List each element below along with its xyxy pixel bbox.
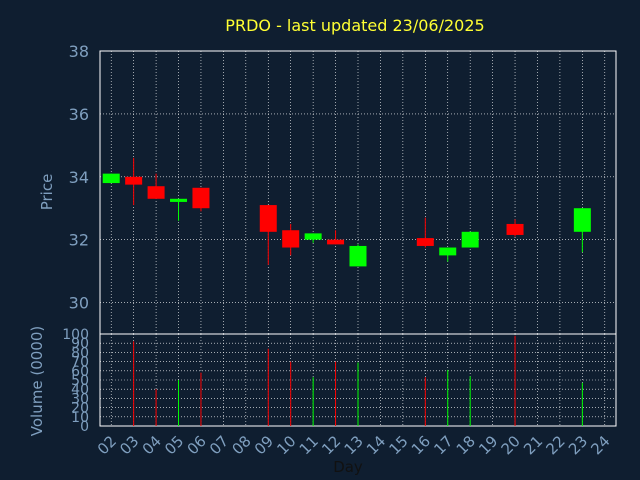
candle-body (125, 176, 143, 185)
volume-tick-label: 30 (71, 391, 89, 407)
candle-body (416, 238, 434, 246)
candle-body (304, 233, 322, 240)
volume-tick-label: 60 (71, 364, 89, 380)
candle-body (506, 223, 524, 235)
volume-tick-label: 80 (71, 345, 89, 361)
volume-tick-label: 10 (71, 410, 89, 426)
candle-body (461, 231, 479, 248)
volume-tick-label: 50 (71, 373, 89, 389)
price-tick-label: 34 (69, 168, 89, 187)
candle-body (349, 245, 367, 267)
price-panel: 30 32 34 36 38 (69, 42, 617, 335)
price-tick-label: 32 (69, 231, 89, 250)
volume-tick-label: 70 (71, 355, 89, 371)
candle-body (573, 208, 591, 232)
price-axis-label: Price (38, 174, 56, 211)
candle-body (192, 187, 210, 209)
price-tick-label: 38 (69, 42, 89, 61)
candle-body (259, 205, 277, 232)
candle-body (102, 173, 120, 184)
candle-body (439, 247, 457, 256)
volume-tick-label: 20 (71, 401, 89, 417)
volume-axis-label: Volume (0000) (28, 326, 46, 436)
price-tick-label: 36 (69, 105, 89, 124)
x-axis: 0203040506070809101112131415161718192021… (94, 432, 614, 458)
candle-body (147, 186, 165, 199)
chart-title: PRDO - last updated 23/06/2025 (225, 16, 484, 35)
candle-body (282, 230, 300, 248)
candle-body (327, 239, 345, 245)
volume-tick-label: 0 (80, 419, 89, 435)
candle-body (170, 198, 188, 202)
volume-tick-label: 90 (71, 336, 89, 352)
x-axis-label: Day (333, 458, 363, 476)
price-tick-label: 30 (69, 294, 89, 313)
volume-tick-label: 40 (71, 382, 89, 398)
volume-tick-label: 100 (62, 327, 89, 343)
